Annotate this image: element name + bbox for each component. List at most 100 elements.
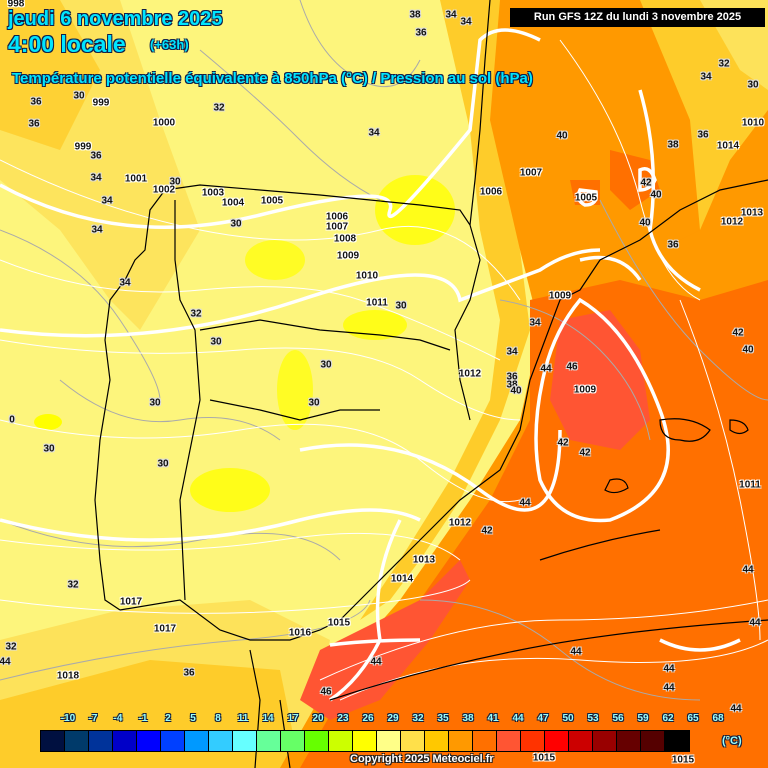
theta-e-label: 30 <box>149 397 161 409</box>
pressure-label: 1013 <box>412 554 436 566</box>
pressure-label: 1000 <box>152 117 176 129</box>
pressure-label: 1005 <box>260 195 284 207</box>
colorbar-tick-label: -4 <box>113 713 123 724</box>
colorbar-tick-label: 53 <box>587 713 599 724</box>
pressure-label: 1017 <box>119 596 143 608</box>
pressure-label: 1003 <box>201 187 225 199</box>
theta-e-label: 34 <box>506 346 518 358</box>
colorbar-segment <box>305 731 329 751</box>
theta-e-label: 30 <box>308 397 320 409</box>
theta-e-label: 30 <box>395 300 407 312</box>
pressure-label: 1016 <box>288 627 312 639</box>
pressure-label: 1012 <box>448 517 472 529</box>
theta-e-label: 30 <box>157 458 169 470</box>
theta-e-label: 42 <box>557 437 569 449</box>
colorbar-tick-label: 59 <box>637 713 649 724</box>
colorbar-tick-label: 8 <box>215 713 221 724</box>
colorbar-tick-label: 29 <box>387 713 399 724</box>
theta-e-label: 42 <box>579 447 591 459</box>
pressure-label: 998 <box>7 0 25 10</box>
colorbar-tick-label: 56 <box>612 713 624 724</box>
pressure-label: 1007 <box>519 167 543 179</box>
theta-e-label: 44 <box>519 497 531 509</box>
pressure-label: 1018 <box>56 670 80 682</box>
theta-e-label: 46 <box>320 686 332 698</box>
colorbar-segment <box>233 731 257 751</box>
theta-e-label: 46 <box>566 361 578 373</box>
colorbar-tick-label: 26 <box>362 713 374 724</box>
pressure-label: 1017 <box>153 623 177 635</box>
colorbar-segment <box>521 731 545 751</box>
colorbar-tick-label: 50 <box>562 713 574 724</box>
pressure-label: 1014 <box>716 140 740 152</box>
theta-e-label: 44 <box>570 646 582 658</box>
colorbar-segment <box>425 731 449 751</box>
colorbar-tick-label: 35 <box>437 713 449 724</box>
theta-e-label: 32 <box>67 579 79 591</box>
colorbar-segment <box>257 731 281 751</box>
theta-e-label: 34 <box>700 71 712 83</box>
theta-e-label: 0 <box>9 414 15 426</box>
theta-e-label: 42 <box>640 177 652 189</box>
colorbar-tick-label: 17 <box>287 713 299 724</box>
pressure-label: 1009 <box>548 290 572 302</box>
colorbar-segment <box>641 731 665 751</box>
forecast-lead-time: (+63h) <box>150 37 189 52</box>
theta-e-label: 40 <box>742 344 754 356</box>
colorbar-segment <box>161 731 185 751</box>
colorbar-tick-label: 44 <box>512 713 524 724</box>
colorbar-segment <box>281 731 305 751</box>
theta-e-label: 44 <box>749 617 761 629</box>
pressure-label: 1010 <box>741 117 765 129</box>
theta-e-label: 30 <box>230 218 242 230</box>
pressure-label: 1008 <box>333 233 357 245</box>
colorbar-segment <box>65 731 89 751</box>
theta-e-label: 34 <box>119 277 131 289</box>
pressure-label: 1015 <box>532 752 556 764</box>
pressure-label: 1006 <box>479 186 503 198</box>
theta-e-label: 34 <box>90 172 102 184</box>
colorbar-tick-label: 23 <box>337 713 349 724</box>
pressure-label: 1012 <box>720 216 744 228</box>
colorbar-segment <box>593 731 617 751</box>
colorbar-segment <box>617 731 641 751</box>
colorbar-segment <box>41 731 65 751</box>
colorbar-tick-label: -7 <box>88 713 98 724</box>
theta-e-label: 32 <box>213 102 225 114</box>
forecast-date: jeudi 6 novembre 2025 <box>8 8 223 30</box>
theta-e-label: 30 <box>320 359 332 371</box>
theta-e-label: 36 <box>183 667 195 679</box>
theta-e-label: 40 <box>510 385 522 397</box>
theta-e-label: 36 <box>697 129 709 141</box>
theta-e-label: 44 <box>540 363 552 375</box>
pressure-label: 1015 <box>671 754 695 766</box>
theta-e-label: 44 <box>742 564 754 576</box>
pressure-label: 1005 <box>574 192 598 204</box>
colorbar-tick-label: 32 <box>412 713 424 724</box>
theta-e-label: 30 <box>747 79 759 91</box>
colorbar-tick-label: 14 <box>262 713 274 724</box>
colorbar-tick-label: -1 <box>138 713 148 724</box>
pressure-label: 1002 <box>152 184 176 196</box>
theta-e-label: 40 <box>650 189 662 201</box>
theta-e-label: 32 <box>190 308 202 320</box>
pressure-label: 1007 <box>325 221 349 233</box>
colorbar-tick-label: 20 <box>312 713 324 724</box>
colorbar-segment <box>137 731 161 751</box>
theta-e-label: 44 <box>370 656 382 668</box>
colorbar-tick-label: 41 <box>487 713 499 724</box>
theta-e-label: 36 <box>30 96 42 108</box>
colorbar-segment <box>665 731 689 751</box>
theta-e-label: 36 <box>28 118 40 130</box>
theta-e-label: 30 <box>43 443 55 455</box>
colorbar-unit: (°C) <box>722 735 742 747</box>
pressure-label: 1015 <box>327 617 351 629</box>
colorbar-segment <box>545 731 569 751</box>
colorbar-tick-label: 62 <box>662 713 674 724</box>
colorbar-segment <box>353 731 377 751</box>
theta-e-label: 34 <box>101 195 113 207</box>
theta-e-label: 36 <box>667 239 679 251</box>
theta-e-label: 32 <box>718 58 730 70</box>
parameter-title: Température potentielle équivalente à 85… <box>12 70 533 87</box>
